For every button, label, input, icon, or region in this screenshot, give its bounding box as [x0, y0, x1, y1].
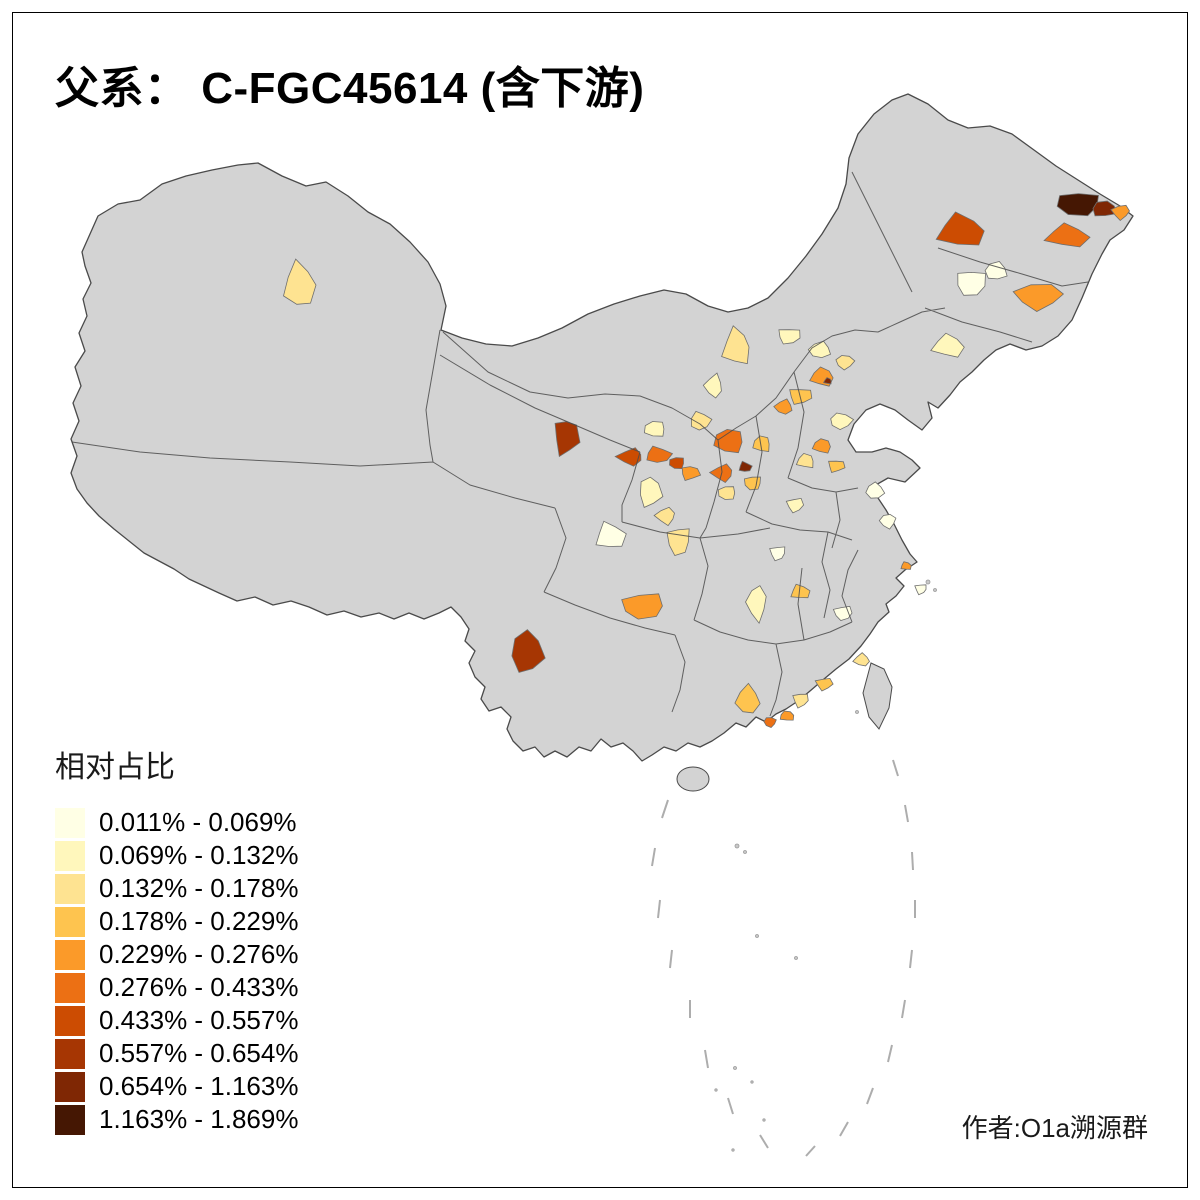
map-region: [790, 583, 811, 599]
map-region: [621, 593, 663, 620]
map-region: [792, 693, 809, 709]
map-region: [639, 476, 664, 508]
author-credit: 作者:O1a溯源群: [961, 1113, 1148, 1143]
legend-title: 相对占比: [55, 751, 175, 784]
map-region: [852, 652, 870, 667]
legend: 相对占比 0.011% - 0.069% 0.069% - 0.132% 0.1…: [55, 742, 298, 1136]
map-region: [930, 332, 965, 358]
legend-swatch: [55, 906, 85, 937]
colored-regions-layer: [283, 193, 1130, 728]
legend-swatch: [55, 1104, 85, 1135]
map-region: [1110, 204, 1130, 222]
map-region: [814, 677, 834, 692]
page-title: 父系： C-FGC45614 (含下游): [55, 64, 645, 113]
map-region: [865, 481, 886, 499]
map-region: [283, 258, 317, 305]
map-region: [691, 410, 713, 431]
map-region: [734, 682, 761, 714]
legend-row: 0.132% - 0.178%: [55, 872, 298, 905]
map-region: [653, 506, 675, 527]
south-china-sea-dashes: [651, 759, 916, 1157]
legend-row: 0.433% - 0.557%: [55, 1004, 298, 1037]
page-border: [12, 12, 1188, 1188]
province-borders: [71, 171, 1089, 717]
legend-label: 0.011% - 0.069%: [99, 807, 297, 837]
legend-row: 0.178% - 0.229%: [55, 905, 298, 938]
map-region: [785, 497, 805, 514]
map-region: [779, 710, 795, 721]
map-region: [713, 428, 743, 454]
legend-row: 0.069% - 0.132%: [55, 839, 298, 872]
map-region: [738, 460, 753, 472]
map-region: [595, 520, 627, 547]
map-region: [681, 466, 702, 481]
map-region: [811, 438, 831, 454]
map-region: [822, 377, 832, 385]
hainan-island: [676, 766, 710, 792]
map-region: [743, 476, 761, 491]
legend-label: 0.132% - 0.178%: [99, 873, 299, 903]
legend-row: 0.011% - 0.069%: [55, 806, 298, 839]
map-region: [935, 211, 985, 246]
map-region: [773, 398, 793, 415]
legend-row: 1.163% - 1.869%: [55, 1103, 298, 1136]
map-region: [835, 355, 856, 371]
map-region: [984, 261, 1008, 280]
map-region: [721, 325, 750, 365]
map-region: [708, 463, 733, 484]
legend-swatch: [55, 1005, 85, 1036]
legend-row: 0.654% - 1.163%: [55, 1070, 298, 1103]
map-region: [878, 513, 897, 530]
map-region: [717, 486, 736, 500]
legend-swatch: [55, 1038, 85, 1069]
map-region: [769, 546, 786, 562]
legend-swatch: [55, 807, 85, 838]
map-region: [646, 445, 674, 463]
map-region: [643, 421, 665, 437]
legend-label: 0.069% - 0.132%: [99, 840, 299, 870]
map-region: [830, 412, 855, 431]
island-specks: [714, 579, 937, 1152]
map-region: [511, 629, 546, 673]
map-region: [957, 271, 986, 296]
legend-swatch: [55, 840, 85, 871]
legend-label: 0.654% - 1.163%: [99, 1071, 299, 1101]
map-region: [900, 561, 912, 570]
legend-label: 0.178% - 0.229%: [99, 906, 299, 936]
map-region: [807, 340, 832, 359]
legend-swatch: [55, 939, 85, 970]
legend-row: 0.557% - 0.654%: [55, 1037, 298, 1070]
china-mainland: [70, 93, 1134, 762]
legend-label: 1.163% - 1.869%: [99, 1104, 299, 1134]
map-region: [795, 452, 814, 469]
map-region: [914, 584, 927, 596]
legend-label: 0.229% - 0.276%: [99, 939, 299, 969]
map-region: [763, 717, 777, 728]
map-region: [745, 585, 767, 625]
map-region: [828, 460, 846, 473]
legend-label: 0.557% - 0.654%: [99, 1038, 299, 1068]
legend-label: 0.276% - 0.433%: [99, 972, 299, 1002]
legend-swatch: [55, 972, 85, 1003]
map-region: [778, 329, 801, 345]
map-region: [1092, 200, 1118, 217]
taiwan-island: [862, 662, 893, 730]
map-region: [1012, 284, 1065, 312]
legend-row: 0.229% - 0.276%: [55, 938, 298, 971]
map-region: [1043, 222, 1091, 248]
legend-swatch: [55, 1071, 85, 1102]
map-region: [702, 372, 722, 399]
map-region: [669, 457, 684, 470]
legend-swatch: [55, 873, 85, 904]
legend-row: 0.276% - 0.433%: [55, 971, 298, 1004]
map-region: [1056, 193, 1099, 217]
legend-label: 0.433% - 0.557%: [99, 1005, 299, 1035]
